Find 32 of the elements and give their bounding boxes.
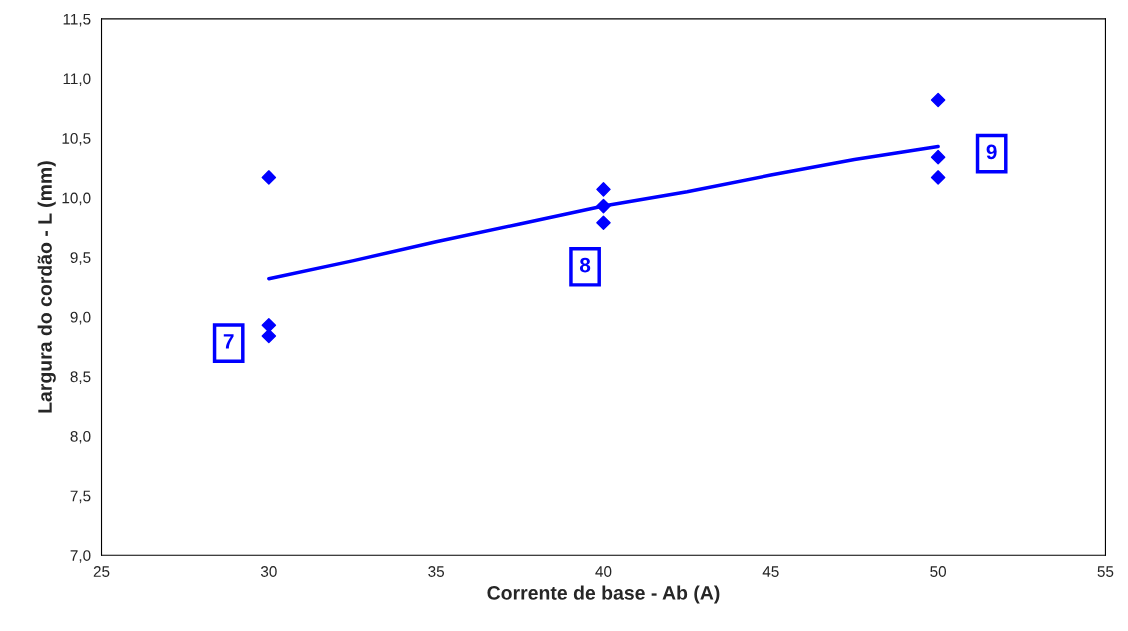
point [261,317,277,333]
x-tick-label: 35 [428,566,445,577]
y-tick-label: 7,5 [70,490,91,504]
line-series [267,144,940,281]
x-tick-label: 50 [930,566,947,577]
y-tick-label: 7,0 [70,550,91,563]
y-tick-label: 10,0 [62,192,91,206]
point [261,328,277,344]
y-axis-title: Largura do cordão - L (mm) [37,161,56,413]
point [930,149,946,165]
point [930,170,946,185]
y-tick-label: 8,0 [70,430,91,444]
annotation: 7 [223,334,234,349]
y-tick-label: 8,5 [70,371,91,384]
y-tick-label: 11,0 [63,73,91,87]
y-tick-label: 10,5 [62,132,91,146]
point [930,92,946,108]
y-tick-label: 11,5 [63,13,91,27]
point [261,170,277,185]
x-tick-label: 45 [762,566,779,577]
x-tick-label: 25 [93,566,110,577]
y-tick-label: 9,5 [70,252,91,265]
annotation: 8 [579,257,591,273]
x-tick-label: 30 [260,566,277,577]
point [596,182,611,197]
point [596,198,611,214]
x-axis-title: Corrente de base - Ab (A) [487,585,720,604]
point [596,215,611,231]
annotation: 9 [986,144,997,160]
x-tick-label: 55 [1097,566,1114,577]
y-tick-label: 9,0 [70,311,91,325]
x-tick-label: 40 [595,566,612,577]
